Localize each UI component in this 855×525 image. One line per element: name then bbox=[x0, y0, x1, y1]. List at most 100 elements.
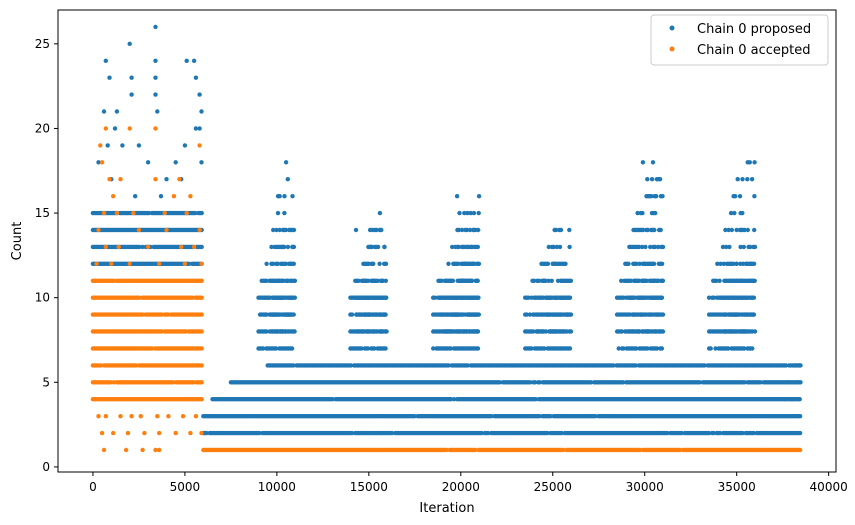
proposed-point bbox=[659, 295, 665, 300]
proposed-point bbox=[383, 346, 388, 351]
proposed-point bbox=[473, 227, 478, 233]
proposed-point bbox=[377, 261, 382, 266]
proposed-point bbox=[551, 244, 556, 250]
proposed-point bbox=[264, 261, 269, 266]
proposed-point bbox=[262, 295, 268, 300]
accepted-point bbox=[131, 210, 136, 216]
accepted-point bbox=[184, 210, 189, 216]
proposed-point bbox=[793, 363, 798, 368]
proposed-point bbox=[275, 210, 281, 216]
legend-box bbox=[650, 14, 829, 66]
proposed-point bbox=[644, 278, 649, 283]
proposed-point bbox=[285, 244, 291, 250]
proposed-point bbox=[655, 278, 661, 283]
proposed-point bbox=[557, 244, 563, 250]
proposed-point bbox=[745, 295, 750, 300]
proposed-point bbox=[114, 109, 120, 114]
proposed-point bbox=[153, 75, 158, 80]
proposed-point bbox=[660, 278, 665, 283]
x-tick-label: 30000 bbox=[626, 480, 664, 494]
y-tick-label: 25 bbox=[35, 37, 50, 51]
y-tick-label: 15 bbox=[35, 206, 50, 220]
proposed-point bbox=[133, 194, 138, 199]
proposed-point bbox=[782, 397, 787, 402]
proposed-point bbox=[372, 346, 377, 351]
proposed-point bbox=[374, 244, 379, 250]
proposed-point bbox=[257, 430, 262, 436]
accepted-point bbox=[101, 447, 107, 453]
proposed-point bbox=[356, 278, 361, 283]
accepted-point bbox=[111, 430, 116, 436]
proposed-point bbox=[475, 329, 481, 334]
proposed-point bbox=[640, 210, 645, 216]
accepted-point bbox=[153, 177, 158, 182]
proposed-point bbox=[375, 278, 380, 283]
proposed-point bbox=[729, 227, 734, 233]
accepted-point bbox=[118, 177, 123, 182]
proposed-point bbox=[146, 210, 152, 216]
proposed-point bbox=[731, 261, 736, 266]
proposed-point bbox=[628, 278, 633, 283]
accepted-point bbox=[473, 447, 478, 453]
proposed-point bbox=[540, 329, 545, 334]
accepted-point bbox=[123, 447, 129, 453]
proposed-point bbox=[636, 278, 641, 283]
proposed-point bbox=[555, 278, 561, 283]
proposed-point bbox=[742, 227, 747, 233]
proposed-point bbox=[270, 278, 276, 283]
proposed-point bbox=[554, 244, 559, 250]
accepted-point bbox=[199, 346, 204, 351]
proposed-point bbox=[158, 194, 164, 199]
proposed-point bbox=[797, 430, 803, 436]
proposed-point bbox=[120, 143, 125, 148]
proposed-point bbox=[545, 261, 551, 266]
proposed-point bbox=[645, 227, 651, 233]
proposed-point bbox=[270, 261, 276, 266]
proposed-point bbox=[349, 312, 355, 317]
proposed-point bbox=[751, 430, 756, 436]
accepted-point bbox=[188, 194, 193, 199]
accepted-point bbox=[199, 329, 204, 334]
proposed-point bbox=[659, 329, 665, 334]
proposed-point bbox=[280, 329, 285, 334]
accepted-point bbox=[171, 194, 177, 199]
proposed-point bbox=[789, 397, 795, 402]
proposed-point bbox=[370, 227, 375, 233]
accepted-point bbox=[191, 244, 197, 250]
accepted-point bbox=[107, 177, 112, 182]
proposed-point bbox=[560, 261, 565, 266]
proposed-point bbox=[747, 278, 753, 283]
proposed-point bbox=[711, 295, 717, 300]
proposed-point bbox=[271, 227, 276, 233]
proposed-point bbox=[283, 160, 289, 165]
proposed-point bbox=[656, 244, 661, 250]
proposed-point bbox=[479, 430, 484, 436]
proposed-point bbox=[621, 295, 626, 300]
proposed-point bbox=[619, 278, 624, 283]
proposed-point bbox=[140, 244, 145, 250]
accepted-point bbox=[197, 227, 202, 233]
proposed-point bbox=[649, 177, 655, 182]
proposed-point bbox=[642, 295, 647, 300]
proposed-point bbox=[277, 278, 282, 283]
accepted-point bbox=[173, 430, 178, 436]
proposed-point bbox=[432, 295, 437, 300]
proposed-point bbox=[640, 329, 645, 334]
proposed-point bbox=[383, 329, 388, 334]
accepted-point bbox=[797, 447, 803, 453]
proposed-point bbox=[540, 295, 545, 300]
proposed-point bbox=[193, 126, 199, 131]
accepted-point bbox=[197, 143, 202, 148]
accepted-point bbox=[96, 414, 101, 419]
proposed-point bbox=[349, 430, 355, 436]
accepted-point bbox=[137, 295, 142, 300]
accepted-point bbox=[145, 244, 151, 250]
proposed-point bbox=[548, 295, 553, 300]
proposed-point bbox=[559, 430, 564, 436]
proposed-point bbox=[733, 194, 738, 199]
proposed-point bbox=[489, 414, 494, 419]
proposed-point bbox=[330, 397, 335, 402]
proposed-point bbox=[537, 414, 542, 419]
accepted-point bbox=[157, 430, 162, 436]
